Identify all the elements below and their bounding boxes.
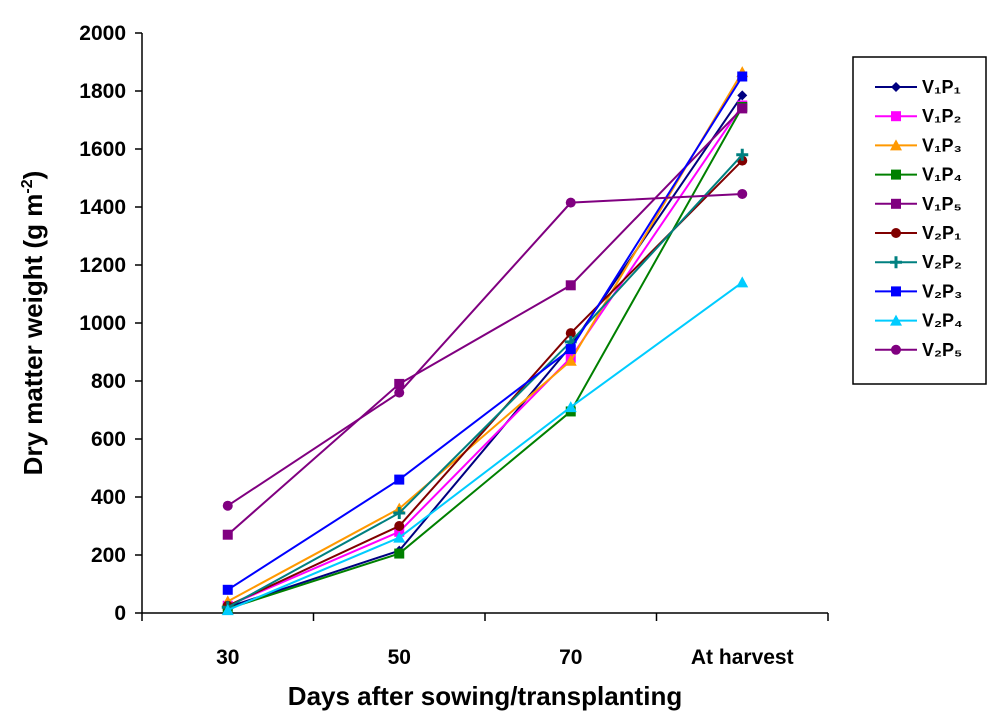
data-point (394, 387, 405, 398)
data-point (393, 531, 406, 543)
legend-item: V₂P₂ (875, 252, 962, 272)
x-tick-label: At harvest (691, 646, 794, 669)
series-line (227, 154, 743, 609)
data-point (565, 344, 576, 355)
legend-label: V₁P₅ (922, 194, 962, 214)
legend: V₁P₁ V₁P₂ V₁P₃ V₁P₄ V₁P₅ V₂P₁ V₂P₂ V₂P₃ V₂P₄ V₂P₅ (852, 56, 987, 385)
data-point (394, 378, 405, 389)
data-point (222, 584, 233, 595)
y-axis-title: Dry matter weight (g m-2) (18, 171, 48, 476)
legend-item: V₁P₁ (875, 77, 961, 97)
legend-marker (890, 256, 902, 269)
legend-marker (891, 228, 901, 238)
data-point (737, 103, 748, 114)
legend-box (852, 56, 987, 385)
y-axis-title-main: Dry matter weight (g m (18, 194, 48, 476)
y-tick-label: 0 (114, 602, 126, 625)
y-tick-label: 1400 (79, 196, 126, 219)
data-point (393, 506, 406, 519)
series-layer (221, 66, 749, 616)
legend-item: V₂P₁ (875, 223, 961, 243)
data-point (736, 148, 749, 161)
legend-label: V₁P₁ (922, 77, 961, 97)
legend-label: V₂P₁ (922, 223, 961, 243)
y-tick-label: 2000 (79, 22, 126, 45)
data-point (565, 328, 576, 339)
legend-item: V₂P₄ (875, 311, 963, 331)
series-9 (221, 276, 749, 616)
data-point (737, 71, 748, 82)
data-point (565, 280, 576, 291)
series-line (227, 192, 743, 507)
y-tick-label: 1000 (79, 312, 126, 335)
legend-marker (891, 344, 901, 355)
legend-item: V₁P₄ (875, 165, 962, 185)
data-point (394, 521, 405, 531)
legend-marker (891, 286, 901, 297)
data-point (564, 354, 577, 366)
y-tick-label: 1200 (79, 254, 126, 277)
x-tick-label: 70 (559, 646, 582, 669)
data-point (737, 90, 748, 101)
y-tick-label: 600 (91, 428, 126, 451)
series-10 (222, 188, 748, 511)
y-tick-label: 200 (91, 544, 126, 567)
legend-items: V₁P₁ V₁P₂ V₁P₃ V₁P₄ V₁P₅ V₂P₁ V₂P₂ V₂P₃ V₂P₄ V₂P₅ (875, 77, 963, 360)
y-ticks: 0 200 400 600 800 1000 1200 1400 1600 1800 2000 (79, 22, 142, 625)
y-tick-label: 1600 (79, 138, 126, 161)
series-line (227, 94, 744, 609)
x-tick-label: 50 (388, 646, 411, 669)
legend-marker (890, 139, 902, 151)
series-line (227, 71, 744, 603)
data-point (394, 548, 405, 559)
series-line (227, 107, 743, 536)
data-point (222, 500, 233, 511)
data-point (565, 197, 576, 208)
data-point (222, 529, 233, 540)
data-point (394, 474, 405, 485)
data-point (737, 188, 748, 199)
series-8 (222, 71, 748, 595)
legend-label: V₁P₃ (922, 135, 962, 155)
data-point (736, 276, 749, 288)
legend-item: V₂P₃ (875, 281, 962, 301)
series-line (227, 281, 743, 612)
legend-marker (891, 169, 901, 180)
y-axis-title-superscript: -2 (19, 179, 36, 193)
data-point (221, 604, 234, 616)
legend-item: V₁P₃ (875, 135, 962, 155)
series-line (227, 159, 743, 607)
y-tick-label: 400 (91, 486, 126, 509)
legend-label: V₂P₄ (922, 311, 963, 331)
series-line (227, 75, 744, 591)
series-line (227, 106, 744, 610)
legend-item: V₂P₅ (875, 340, 962, 360)
x-axis-title: Days after sowing/transplanting (288, 681, 682, 711)
y-tick-label: 800 (91, 370, 126, 393)
x-tick-label: 30 (216, 646, 239, 669)
legend-label: V₂P₂ (922, 252, 962, 272)
y-axis-title-suffix: ) (18, 171, 48, 180)
legend-item: V₁P₅ (875, 194, 962, 214)
legend-label: V₂P₅ (922, 340, 962, 360)
x-ticks: 30 50 70 At harvest (141, 613, 829, 669)
legend-item: V₁P₂ (875, 106, 961, 126)
legend-marker (890, 314, 902, 326)
series-5 (222, 103, 748, 540)
y-tick-label: 1800 (79, 80, 126, 103)
data-point (564, 401, 577, 413)
series-4 (222, 101, 748, 614)
legend-label: V₂P₃ (922, 281, 962, 301)
legend-label: V₁P₄ (922, 165, 962, 185)
legend-marker (891, 82, 901, 92)
series-2 (222, 100, 748, 611)
legend-marker (891, 111, 901, 122)
legend-marker (891, 198, 901, 209)
series-line (227, 104, 744, 607)
series-1 (222, 90, 748, 613)
legend-label: V₁P₂ (922, 106, 961, 126)
